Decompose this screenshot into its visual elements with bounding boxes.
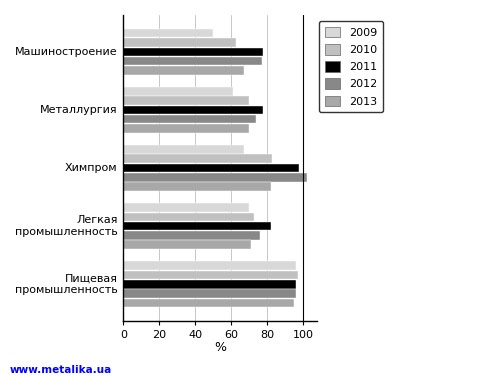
Bar (124, 289, 296, 298)
Bar (124, 115, 256, 124)
Text: www.metalika.ua: www.metalika.ua (10, 365, 112, 375)
Bar (124, 261, 296, 270)
Bar (124, 299, 294, 307)
Bar (124, 38, 236, 47)
Bar (124, 155, 272, 163)
Bar (124, 57, 262, 65)
Bar (124, 66, 244, 75)
Bar (124, 182, 270, 191)
Bar (124, 271, 298, 279)
Bar (124, 87, 233, 96)
Legend: 2009, 2010, 2011, 2012, 2013: 2009, 2010, 2011, 2012, 2013 (320, 21, 383, 112)
Bar (124, 106, 264, 114)
Bar (124, 124, 249, 133)
Bar (124, 145, 244, 154)
Bar (124, 222, 270, 230)
Bar (124, 203, 249, 212)
Bar (124, 173, 306, 182)
Bar (124, 97, 249, 105)
Bar (124, 231, 260, 240)
Bar (124, 213, 254, 221)
Bar (124, 280, 296, 288)
Bar (124, 48, 264, 56)
Bar (124, 29, 213, 37)
Bar (124, 164, 300, 172)
Bar (124, 241, 251, 249)
X-axis label: %: % (214, 342, 226, 354)
